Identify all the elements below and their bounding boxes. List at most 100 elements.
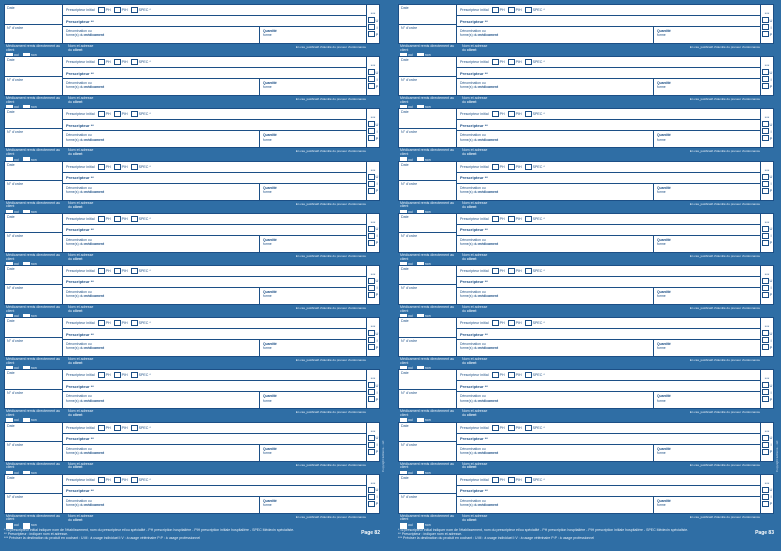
quantity-field[interactable]: Quantité forme — [657, 446, 671, 455]
drug-name-field[interactable]: Dénomination ou forme(s) du médicament — [63, 496, 260, 513]
code-i[interactable]: I — [368, 493, 378, 500]
prescriber-field[interactable]: Prescripteur ** — [63, 68, 366, 80]
prescriber-field[interactable]: Prescripteur ** — [63, 173, 366, 184]
prescriber-field[interactable]: Prescripteur ** — [63, 277, 366, 288]
quantity-field[interactable]: Quantité forme — [657, 237, 671, 246]
client-field[interactable]: Nom et adresse du client — [68, 304, 94, 313]
drug-name-field[interactable]: Dénomination ou forme(s) du médicament — [457, 392, 654, 409]
code-u[interactable]: U — [367, 225, 378, 232]
prescriber-field[interactable]: Prescripteur ** — [63, 225, 366, 236]
option-pih[interactable]: PIH — [113, 59, 128, 66]
code-p[interactable]: P — [761, 448, 772, 455]
remis-non[interactable]: non — [416, 522, 431, 529]
order-number-field[interactable]: N° d'ordre — [401, 390, 418, 395]
option-pih[interactable]: PIH — [507, 372, 522, 379]
code-p[interactable]: P — [761, 344, 772, 351]
code-i[interactable]: I — [368, 24, 378, 30]
drug-name-field[interactable]: Dénomination ou forme(s) du médicament — [457, 183, 654, 200]
client-field[interactable]: Nom et adresse du client — [462, 513, 488, 522]
order-number-field[interactable]: N° d'ordre — [401, 286, 418, 291]
drug-name-field[interactable]: Dénomination ou forme(s) du médicament — [457, 79, 654, 96]
client-field[interactable]: Nom et adresse du client — [68, 44, 94, 52]
quantity-field[interactable]: Quantité forme — [657, 498, 671, 507]
client-field[interactable]: Nom et adresse du client — [68, 409, 94, 418]
code-u[interactable]: U — [761, 434, 772, 441]
client-field[interactable]: Nom et adresse du client — [68, 252, 94, 261]
option-spec[interactable]: SPEC * — [130, 215, 151, 222]
drug-name-field[interactable]: Dénomination ou forme(s) du médicament — [63, 287, 260, 304]
client-field[interactable]: Nom et adresse du client — [68, 148, 94, 157]
client-field[interactable]: Nom et adresse du client — [68, 513, 94, 522]
code-p[interactable]: P — [761, 31, 772, 37]
code-u[interactable]: U — [761, 486, 772, 493]
code-u[interactable]: U — [761, 225, 772, 232]
drug-name-field[interactable]: Dénomination ou forme(s) du médicament — [63, 392, 260, 409]
order-number-field[interactable]: N° d'ordre — [7, 443, 24, 447]
order-number-field[interactable]: N° d'ordre — [401, 129, 418, 134]
date-field[interactable]: Date — [5, 214, 62, 234]
option-pih[interactable]: PIH — [113, 111, 128, 118]
option-ph[interactable]: PH — [97, 372, 111, 379]
option-spec[interactable]: SPEC * — [524, 372, 545, 379]
code-p[interactable]: P — [367, 135, 378, 142]
code-u[interactable]: U — [367, 382, 378, 389]
remis-oui[interactable]: oui — [6, 522, 19, 529]
quantity-field[interactable]: Quantité forme — [263, 446, 277, 455]
date-field[interactable]: Date — [399, 318, 456, 338]
code-i[interactable]: I — [368, 441, 378, 448]
option-ph[interactable]: PH — [97, 111, 111, 118]
code-u[interactable]: U — [761, 173, 772, 180]
option-spec[interactable]: SPEC * — [130, 59, 151, 66]
quantity-field[interactable]: Quantité forme — [263, 342, 277, 351]
option-spec[interactable]: SPEC * — [130, 267, 151, 274]
code-i[interactable]: I — [368, 180, 378, 187]
quantity-field[interactable]: Quantité forme — [657, 185, 671, 194]
option-spec[interactable]: SPEC * — [524, 267, 545, 274]
option-pih[interactable]: PIH — [113, 7, 128, 13]
order-number-field[interactable]: N° d'ordre — [7, 338, 24, 343]
date-field[interactable]: Date — [399, 370, 456, 390]
order-number-field[interactable]: N° d'ordre — [401, 182, 418, 187]
prescriber-field[interactable]: Prescripteur ** — [63, 16, 366, 27]
order-number-field[interactable]: N° d'ordre — [401, 234, 418, 239]
option-spec[interactable]: SPEC * — [130, 372, 151, 379]
code-p[interactable]: P — [761, 500, 772, 507]
date-field[interactable]: Date — [399, 214, 456, 234]
client-field[interactable]: Nom et adresse du client — [68, 461, 94, 470]
client-field[interactable]: Nom et adresse du client — [68, 200, 94, 209]
date-field[interactable]: Date — [5, 370, 62, 390]
quantity-field[interactable]: Quantité forme — [263, 185, 277, 194]
prescriber-field[interactable]: Prescripteur ** — [63, 120, 366, 132]
drug-name-field[interactable]: Dénomination ou forme(s) du médicament — [63, 79, 260, 96]
code-i[interactable]: I — [762, 24, 772, 30]
code-i[interactable]: I — [762, 493, 772, 500]
prescriber-field[interactable]: Prescripteur ** — [457, 277, 760, 288]
code-u[interactable]: U — [761, 17, 772, 23]
option-pih[interactable]: PIH — [507, 111, 522, 118]
client-field[interactable]: Nom et adresse du client — [68, 96, 94, 105]
option-pih[interactable]: PIH — [113, 476, 128, 483]
option-ph[interactable]: PH — [97, 424, 111, 431]
prescriber-field[interactable]: Prescripteur ** — [457, 173, 760, 184]
option-ph[interactable]: PH — [97, 320, 111, 327]
option-spec[interactable]: SPEC * — [524, 163, 545, 170]
prescriber-field[interactable]: Prescripteur ** — [63, 381, 366, 393]
option-ph[interactable]: PH — [491, 424, 505, 431]
option-pih[interactable]: PIH — [507, 7, 522, 13]
quantity-field[interactable]: Quantité forme — [657, 81, 671, 90]
drug-name-field[interactable]: Dénomination ou forme(s) du médicament — [457, 131, 654, 148]
code-u[interactable]: U — [761, 277, 772, 284]
prescriber-field[interactable]: Prescripteur ** — [457, 329, 760, 341]
order-number-field[interactable]: N° d'ordre — [401, 495, 418, 500]
code-u[interactable]: U — [367, 434, 378, 441]
option-pih[interactable]: PIH — [113, 424, 128, 431]
client-field[interactable]: Nom et adresse du client — [462, 409, 488, 418]
prescriber-field[interactable]: Prescripteur ** — [457, 120, 760, 132]
option-spec[interactable]: SPEC * — [524, 215, 545, 222]
code-p[interactable]: P — [367, 83, 378, 90]
drug-name-field[interactable]: Dénomination ou forme(s) du médicament — [63, 183, 260, 200]
date-field[interactable]: Date — [399, 109, 456, 129]
option-ph[interactable]: PH — [491, 111, 505, 118]
option-ph[interactable]: PH — [491, 320, 505, 327]
code-u[interactable]: U — [367, 121, 378, 128]
